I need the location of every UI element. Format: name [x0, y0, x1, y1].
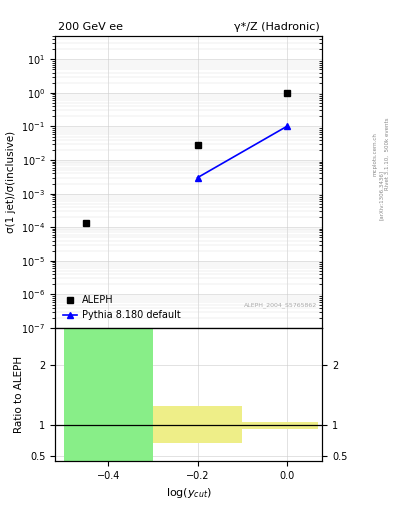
Y-axis label: Ratio to ALEPH: Ratio to ALEPH [15, 356, 24, 433]
Text: 200 GeV ee: 200 GeV ee [58, 23, 123, 32]
Text: ALEPH_2004_S5765862: ALEPH_2004_S5765862 [244, 302, 317, 308]
ALEPH [195, 142, 200, 148]
Text: Rivet 3.1.10,  500k events: Rivet 3.1.10, 500k events [385, 117, 389, 190]
Y-axis label: σ(1 jet)/σ(inclusive): σ(1 jet)/σ(inclusive) [6, 131, 16, 233]
Line: Pythia 8.180 default: Pythia 8.180 default [194, 123, 290, 181]
Pythia 8.180 default [284, 123, 289, 130]
Text: mcplots.cern.ch: mcplots.cern.ch [373, 132, 378, 176]
ALEPH [84, 220, 88, 226]
Text: γ*/Z (Hadronic): γ*/Z (Hadronic) [234, 23, 320, 32]
Legend: ALEPH, Pythia 8.180 default: ALEPH, Pythia 8.180 default [60, 292, 184, 323]
ALEPH [284, 90, 289, 96]
Text: [arXiv:1306.3436]: [arXiv:1306.3436] [379, 169, 384, 220]
X-axis label: log($y_{cut}$): log($y_{cut}$) [166, 486, 211, 500]
Line: ALEPH: ALEPH [83, 90, 290, 227]
Pythia 8.180 default [195, 175, 200, 181]
